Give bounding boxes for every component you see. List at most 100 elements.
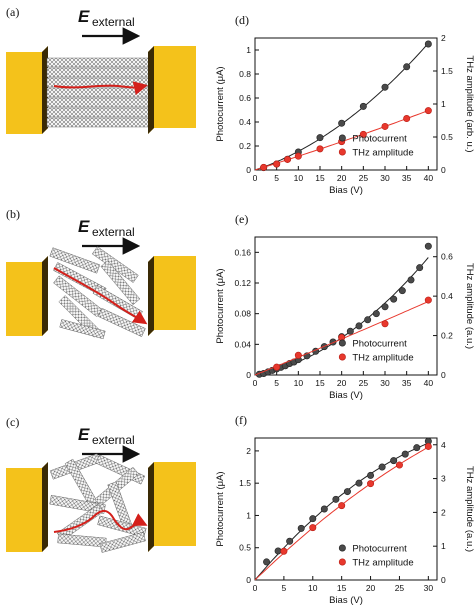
x-tick-label: 15 — [337, 583, 347, 593]
data-point-photocurrent — [424, 242, 432, 250]
data-point-photocurrent — [407, 276, 415, 284]
data-point-thz — [309, 524, 317, 532]
legend-marker — [338, 558, 346, 566]
x-axis-label: Bias (V) — [329, 595, 363, 606]
data-point-photocurrent — [274, 547, 282, 555]
data-point-thz — [395, 461, 403, 469]
data-point-thz — [359, 130, 367, 138]
data-point-photocurrent — [343, 488, 351, 496]
data-point-photocurrent — [367, 471, 375, 479]
y2-axis-label: THz amplitude (a.u.) — [464, 263, 474, 349]
x-tick-label: 5 — [274, 378, 279, 388]
field-indicator: E external — [78, 425, 141, 463]
y2-tick-label: 1 — [441, 99, 446, 109]
x-tick-label: 15 — [315, 173, 325, 183]
plot-frame — [254, 437, 438, 581]
legend-marker — [338, 544, 346, 552]
data-point-photocurrent — [398, 287, 406, 295]
x-axis-label: Bias (V) — [329, 390, 363, 401]
data-point-photocurrent — [381, 83, 389, 91]
aligned-nanotube-bundle — [46, 57, 150, 128]
x-tick-label: 30 — [380, 173, 390, 183]
data-point-thz — [283, 155, 291, 163]
y-tick-label: 0.8 — [239, 69, 251, 79]
data-point-thz — [338, 502, 346, 510]
legend-label: THz amplitude — [352, 148, 413, 159]
y2-tick-label: 3 — [441, 474, 446, 484]
data-point-thz — [424, 296, 432, 304]
y2-tick-label: 2 — [441, 507, 446, 517]
data-point-photocurrent — [286, 537, 294, 545]
data-point-photocurrent — [355, 322, 363, 330]
x-tick-label: 10 — [294, 173, 304, 183]
legend-marker — [338, 339, 346, 347]
x-axis-label: Bias (V) — [329, 185, 363, 196]
left-electrode — [6, 462, 48, 552]
data-point-photocurrent — [372, 310, 380, 318]
panel-label: (d) — [235, 13, 249, 27]
y2-tick-label: 2 — [441, 33, 446, 43]
data-point-thz — [367, 480, 375, 488]
data-point-photocurrent — [359, 102, 367, 110]
data-point-thz — [424, 107, 432, 115]
data-point-thz — [424, 442, 432, 450]
y-axis-label: Photocurrent (μA) — [215, 471, 226, 546]
data-point-photocurrent — [401, 450, 409, 458]
curved-arrow-icon — [53, 510, 148, 533]
x-tick-label: 25 — [359, 173, 369, 183]
data-point-thz — [273, 363, 281, 371]
legend-label: Photocurrent — [352, 134, 407, 145]
x-tick-label: 5 — [282, 583, 287, 593]
data-point-photocurrent — [403, 63, 411, 71]
data-point-photocurrent — [309, 515, 317, 523]
x-tick-label: 10 — [308, 583, 318, 593]
data-point-photocurrent — [378, 463, 386, 471]
y-tick-label: 2 — [246, 446, 251, 456]
chart-d: (d)0 5 10 15 20 25 30 35 4000.20.40.60.8100.511.… — [215, 13, 474, 196]
left-electrode — [6, 46, 48, 134]
panel-label: (e) — [235, 212, 248, 226]
legend-marker — [338, 353, 346, 361]
data-point-photocurrent — [390, 295, 398, 303]
data-point-thz — [403, 115, 411, 123]
y-tick-label: 0.6 — [239, 93, 251, 103]
y2-tick-label: 0.6 — [441, 252, 453, 262]
y2-axis-label: THz amplitude (arb. u.) — [464, 55, 474, 152]
x-tick-label: 20 — [366, 583, 376, 593]
y-tick-label: 1.5 — [239, 478, 251, 488]
plot-frame — [254, 236, 438, 376]
y-axis-label: Photocurrent (μA) — [215, 268, 226, 343]
data-point-thz — [381, 320, 389, 328]
random-nanotube-network — [49, 453, 147, 553]
field-subscript: external — [92, 15, 135, 29]
y2-tick-label: 0 — [441, 575, 446, 585]
field-indicator: E external — [78, 217, 141, 255]
x-tick-label: 35 — [402, 173, 412, 183]
x-tick-label: 20 — [337, 378, 347, 388]
data-point-photocurrent — [416, 264, 424, 272]
x-tick-label: 30 — [380, 378, 390, 388]
data-point-photocurrent — [390, 457, 398, 465]
y2-tick-label: 1 — [441, 541, 446, 551]
field-subscript: external — [92, 225, 135, 239]
data-point-photocurrent — [355, 479, 363, 487]
panel-c: (c) E external — [6, 415, 196, 553]
x-tick-label: 5 — [274, 173, 279, 183]
y2-tick-label: 4 — [441, 440, 446, 450]
field-subscript: external — [92, 433, 135, 447]
data-point-photocurrent — [424, 40, 432, 48]
x-tick-label: 30 — [424, 583, 434, 593]
x-tick-label: 35 — [402, 378, 412, 388]
panel-label: (f) — [235, 413, 247, 427]
y2-tick-label: 0.4 — [441, 291, 453, 301]
panel-a: (a) E external — [6, 5, 196, 134]
y2-tick-label: 0 — [441, 165, 446, 175]
y-tick-label: 0 — [246, 370, 251, 380]
legend-label: THz amplitude — [352, 558, 413, 569]
y2-tick-label: 1.5 — [441, 66, 453, 76]
curved-arrow-icon — [53, 81, 148, 96]
panel-c-label: (c) — [6, 415, 19, 429]
x-tick-label: 40 — [424, 173, 434, 183]
